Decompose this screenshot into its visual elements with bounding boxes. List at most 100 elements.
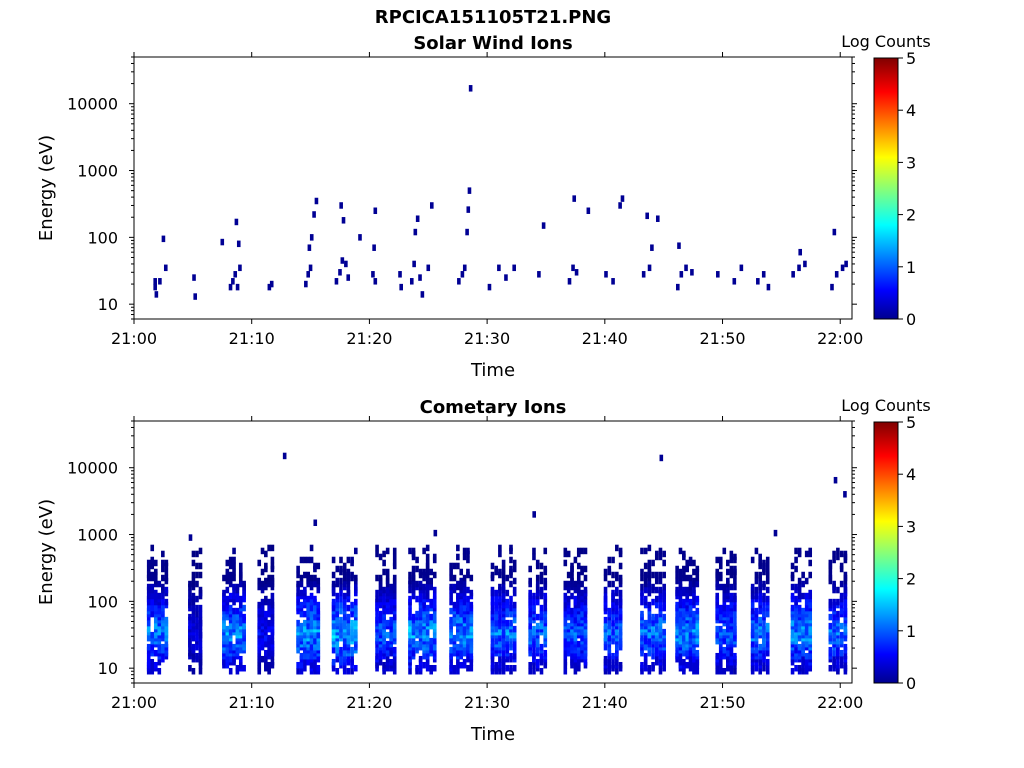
heatmap-cell: [828, 646, 833, 654]
heatmap-cell: [222, 589, 226, 597]
heatmap-cell: [282, 452, 287, 460]
x-tick-label: 21:20: [346, 693, 392, 712]
heatmap-cell: [695, 649, 700, 657]
heatmap-cell: [808, 613, 813, 621]
heatmap-cell: [543, 547, 548, 555]
heatmap-cell: [501, 637, 506, 645]
heatmap-cell: [643, 664, 648, 672]
heatmap-cell: [422, 661, 426, 669]
heatmap-cell: [146, 571, 151, 579]
heatmap-cell: [535, 613, 540, 621]
heatmap-cell: [688, 655, 693, 663]
heatmap-cell: [726, 649, 730, 657]
x-tick-label: 21:10: [229, 693, 275, 712]
heatmap-cell: [195, 604, 199, 612]
heatmap-cell: [225, 625, 230, 633]
heatmap-cell: [161, 235, 166, 243]
heatmap-cell: [762, 592, 766, 600]
heatmap-cell: [392, 622, 397, 630]
heatmap-cell: [535, 574, 540, 582]
heatmap-cell: [640, 574, 644, 582]
heatmap-cell: [342, 613, 347, 621]
heatmap-cell: [570, 574, 574, 582]
heatmap-cell: [794, 595, 798, 603]
heatmap-cell: [432, 613, 437, 621]
heatmap-cell: [429, 598, 434, 606]
heatmap-cell: [161, 565, 165, 573]
heatmap-cell: [392, 553, 397, 561]
heatmap-cell: [726, 586, 730, 594]
colorbar-tick-label: 4: [906, 465, 916, 484]
heatmap-cell: [188, 534, 193, 541]
heatmap-cell: [466, 595, 470, 603]
heatmap-cell: [422, 616, 426, 624]
heatmap-cell: [611, 619, 615, 627]
heatmap-cell: [422, 628, 426, 636]
heatmap-cell: [392, 559, 397, 567]
heatmap-cell: [654, 571, 659, 579]
heatmap-cell: [790, 562, 795, 570]
heatmap-cell: [839, 550, 844, 558]
heatmap-cell: [313, 580, 317, 588]
heatmap-cell: [161, 604, 165, 612]
heatmap-cell: [726, 610, 730, 618]
heatmap-cell: [494, 589, 498, 597]
heatmap-cell: [303, 610, 307, 618]
heatmap-cell: [228, 667, 233, 675]
y-tick-label: 100: [87, 228, 118, 247]
heatmap-cell: [494, 619, 498, 627]
heatmap-cell: [153, 589, 158, 597]
heatmap-cell: [411, 637, 416, 645]
heatmap-cell: [346, 274, 351, 281]
heatmap-cell: [411, 571, 416, 579]
heatmap-cell: [830, 283, 834, 291]
heatmap-cell: [658, 667, 663, 675]
heatmap-cell: [157, 643, 162, 651]
heatmap-cell: [264, 595, 268, 603]
heatmap-cell: [339, 577, 343, 585]
heatmap-cell: [563, 610, 568, 618]
heatmap-cell: [603, 574, 608, 582]
heatmap-cell: [695, 565, 700, 573]
heatmap-cell: [729, 556, 734, 564]
x-tick-label: 21:00: [111, 693, 157, 712]
heatmap-cell: [798, 248, 803, 256]
heatmap-cell: [844, 260, 848, 268]
heatmap-cell: [573, 595, 578, 603]
heatmap-cell: [685, 565, 690, 573]
heatmap-cell: [378, 658, 383, 666]
heatmap-cell: [658, 577, 663, 585]
heatmap-cell: [654, 601, 659, 609]
x-tick-label: 21:50: [699, 329, 745, 348]
heatmap-cell: [385, 568, 390, 576]
heatmap-cell: [150, 631, 155, 639]
heatmap-cell: [729, 616, 734, 624]
colorbar-ticks: 0 1 2 3 4 5: [898, 49, 916, 329]
heatmap-cell: [267, 544, 271, 552]
plot-area: [133, 56, 853, 320]
heatmap-cell: [501, 655, 506, 663]
heatmap-cell: [794, 565, 798, 573]
heatmap-cell: [449, 646, 453, 654]
heatmap-cell: [267, 604, 271, 612]
heatmap-cell: [615, 607, 619, 615]
heatmap-cell: [188, 622, 192, 630]
heatmap-cell: [198, 616, 203, 624]
heatmap-cell: [509, 565, 513, 573]
heatmap-cell: [643, 652, 648, 660]
heatmap-cell: [331, 658, 336, 666]
heatmap-cell: [313, 519, 318, 527]
heatmap-cell: [238, 264, 242, 272]
heatmap-cell: [158, 278, 162, 285]
heatmap-cell: [758, 553, 762, 561]
heatmap-cell: [309, 574, 314, 582]
heatmap-cell: [729, 571, 734, 579]
heatmap-cell: [790, 571, 795, 579]
heatmap-cell: [157, 580, 162, 588]
heatmap-cell: [726, 604, 730, 612]
heatmap-cell: [790, 604, 795, 612]
heatmap-cell: [733, 592, 737, 600]
heatmap-cell: [467, 187, 472, 194]
heatmap-cell: [429, 577, 434, 585]
